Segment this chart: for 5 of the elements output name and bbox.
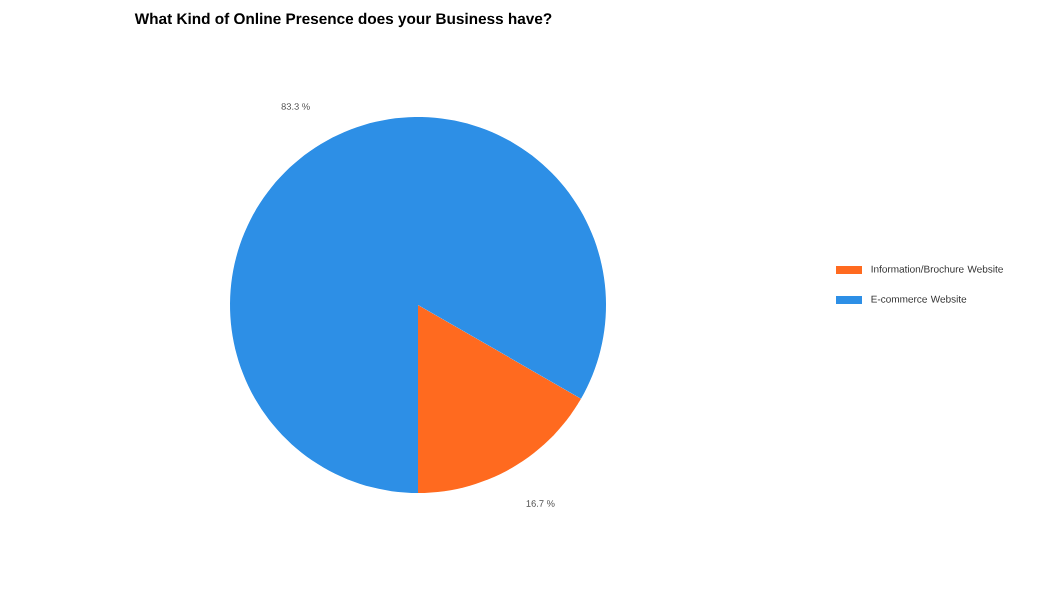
data-label: 83.3 %: [281, 103, 310, 110]
legend-label: E-commerce Website: [871, 295, 967, 303]
legend-label: Information/Brochure Website: [871, 265, 1003, 273]
data-label: 16.7 %: [526, 500, 555, 507]
chart-title: What Kind of Online Presence does your Business have?: [134, 12, 552, 28]
